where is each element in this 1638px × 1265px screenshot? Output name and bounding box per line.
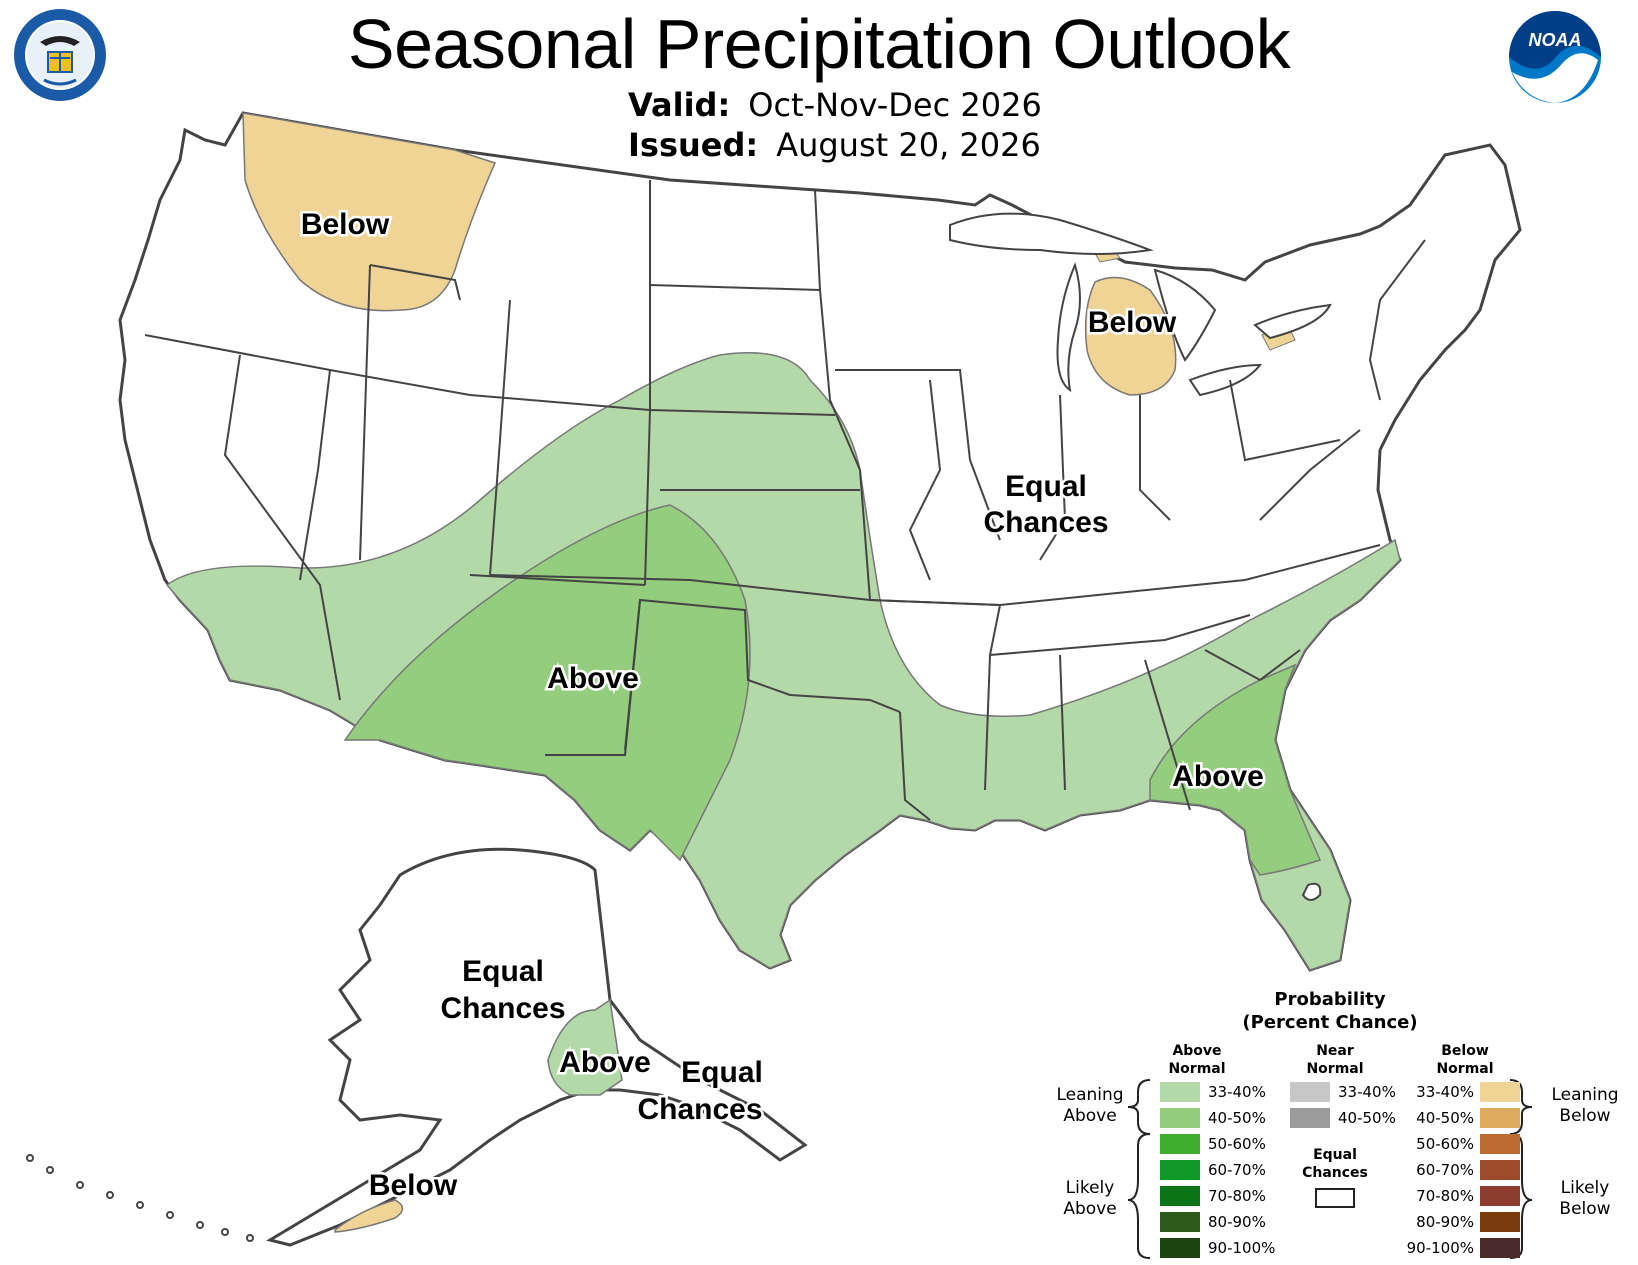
legend-equal-line1: Equal	[1313, 1147, 1357, 1163]
legend-below-range-label: 90-100%	[1406, 1239, 1474, 1257]
legend-col-near-line2: Normal	[1306, 1061, 1364, 1077]
legend-below-swatch	[1480, 1186, 1520, 1206]
label-alaska-above: Above	[559, 1046, 651, 1079]
legend-leaning-below-line1: Leaning	[1551, 1085, 1619, 1105]
alaska-outline	[266, 847, 808, 1247]
label-michigan-below: Below	[1088, 306, 1177, 339]
legend-likely-above-line2: Above	[1063, 1199, 1117, 1219]
legend-leaning-below-line2: Below	[1559, 1106, 1611, 1126]
legend-below-swatch	[1480, 1238, 1520, 1258]
legend-below-swatch	[1480, 1134, 1520, 1154]
commerce-seal-icon	[14, 9, 106, 101]
legend-above-swatch	[1160, 1186, 1200, 1206]
issued-date: Issued: August 20, 2026	[628, 126, 1041, 164]
noaa-logo-icon: NOAA	[1509, 11, 1601, 103]
legend-below-range-label: 40-50%	[1416, 1109, 1474, 1127]
legend-leaning-above-line1: Leaning	[1056, 1085, 1124, 1105]
legend-title-line1: Probability	[1274, 989, 1386, 1010]
valid-value: Oct-Nov-Dec 2026	[748, 86, 1042, 124]
below-33-40-region-alaska-peninsula	[334, 1199, 404, 1233]
state-boundaries	[144, 180, 1426, 821]
legend-braces	[1127, 1079, 1533, 1259]
legend-likely-below-line1: Likely	[1560, 1178, 1610, 1198]
legend-above-range-label: 33-40%	[1208, 1083, 1266, 1101]
valid-label: Valid:	[628, 86, 731, 124]
legend-likely-below: Likely Below	[1535, 1178, 1635, 1220]
label-alaska-chances: Chances	[440, 992, 565, 1025]
above-40-50-region-southwest	[343, 504, 751, 862]
legend-likely-above-line1: Likely	[1065, 1178, 1115, 1198]
legend-col-above: Above Normal	[1152, 1042, 1242, 1078]
legend-above-swatch	[1160, 1238, 1200, 1258]
legend-below-swatch	[1480, 1160, 1520, 1180]
label-southeast-above: Above	[1172, 760, 1264, 793]
noaa-wordmark: NOAA	[1529, 30, 1582, 50]
legend-leaning-above: Leaning Above	[1050, 1085, 1130, 1127]
legend-below-swatch	[1480, 1108, 1520, 1128]
legend-above-swatch	[1160, 1108, 1200, 1128]
legend-equal-line2: Chances	[1302, 1165, 1368, 1181]
legend-above-swatch	[1160, 1212, 1200, 1232]
label-central-equal: Equal	[1005, 470, 1087, 503]
legend-below-range-label: 80-90%	[1416, 1213, 1474, 1231]
legend-col-below: Below Normal	[1420, 1042, 1510, 1078]
legend-likely-above: Likely Above	[1050, 1178, 1130, 1220]
below-33-40-region-michigan	[1084, 276, 1177, 396]
legend-col-above-line2: Normal	[1168, 1061, 1226, 1077]
legend-above-swatch	[1160, 1134, 1200, 1154]
legend-below-range-label: 50-60%	[1416, 1135, 1474, 1153]
legend-above-swatch	[1160, 1160, 1200, 1180]
legend-below-range-label: 60-70%	[1416, 1161, 1474, 1179]
legend-below-range-label: 70-80%	[1416, 1187, 1474, 1205]
legend-near-range-label: 40-50%	[1338, 1109, 1396, 1127]
above-40-50-region-southeast	[1149, 663, 1322, 876]
legend-above-range-label: 80-90%	[1208, 1213, 1266, 1231]
issued-value: August 20, 2026	[776, 126, 1041, 164]
legend-col-near: Near Normal	[1290, 1042, 1380, 1078]
map-title: Seasonal Precipitation Outlook	[347, 5, 1291, 83]
legend-near-swatch	[1290, 1082, 1330, 1102]
legend-leaning-below: Leaning Below	[1535, 1085, 1635, 1127]
legend-near-range-label: 33-40%	[1338, 1083, 1396, 1101]
legend-equal-chances: Equal Chances	[1290, 1146, 1380, 1182]
valid-period: Valid: Oct-Nov-Dec 2026	[628, 86, 1042, 124]
legend-col-above-line1: Above	[1172, 1043, 1222, 1059]
below-33-40-region-northwest	[242, 112, 497, 312]
aleutian-islands	[26, 1154, 254, 1242]
legend-near-swatch	[1290, 1108, 1330, 1128]
legend-above-range-label: 90-100%	[1208, 1239, 1276, 1257]
legend-equal-swatch	[1315, 1188, 1355, 1208]
legend-above-swatch	[1160, 1082, 1200, 1102]
great-lakes	[949, 212, 1332, 397]
label-central-chances: Chances	[983, 506, 1108, 539]
label-alaska-below: Below	[369, 1169, 458, 1202]
legend-likely-below-line2: Below	[1559, 1199, 1611, 1219]
legend-above-range-label: 40-50%	[1208, 1109, 1266, 1127]
legend-col-near-line1: Near	[1316, 1043, 1354, 1059]
legend-below-swatch	[1480, 1082, 1520, 1102]
legend-leaning-above-line2: Above	[1063, 1106, 1117, 1126]
issued-label: Issued:	[628, 126, 759, 164]
legend-above-range-label: 60-70%	[1208, 1161, 1266, 1179]
legend-title: Probability (Percent Chance)	[1230, 988, 1430, 1034]
label-alaska-se-equal: Equal	[681, 1056, 763, 1089]
legend-above-range-label: 70-80%	[1208, 1187, 1266, 1205]
label-nw-below: Below	[301, 208, 390, 241]
label-alaska-equal: Equal	[462, 955, 544, 988]
above-33-40-region-alaska	[547, 998, 623, 1096]
label-alaska-se-chances: Chances	[637, 1093, 762, 1126]
legend-title-line2: (Percent Chance)	[1242, 1012, 1418, 1033]
label-southwest-above: Above	[547, 662, 639, 695]
legend-below-range-label: 33-40%	[1416, 1083, 1474, 1101]
legend-col-below-line2: Normal	[1436, 1061, 1494, 1077]
legend-below-swatch	[1480, 1212, 1520, 1232]
legend-above-range-label: 50-60%	[1208, 1135, 1266, 1153]
legend-col-below-line1: Below	[1441, 1043, 1489, 1059]
lake-okeechobee	[1301, 882, 1322, 901]
